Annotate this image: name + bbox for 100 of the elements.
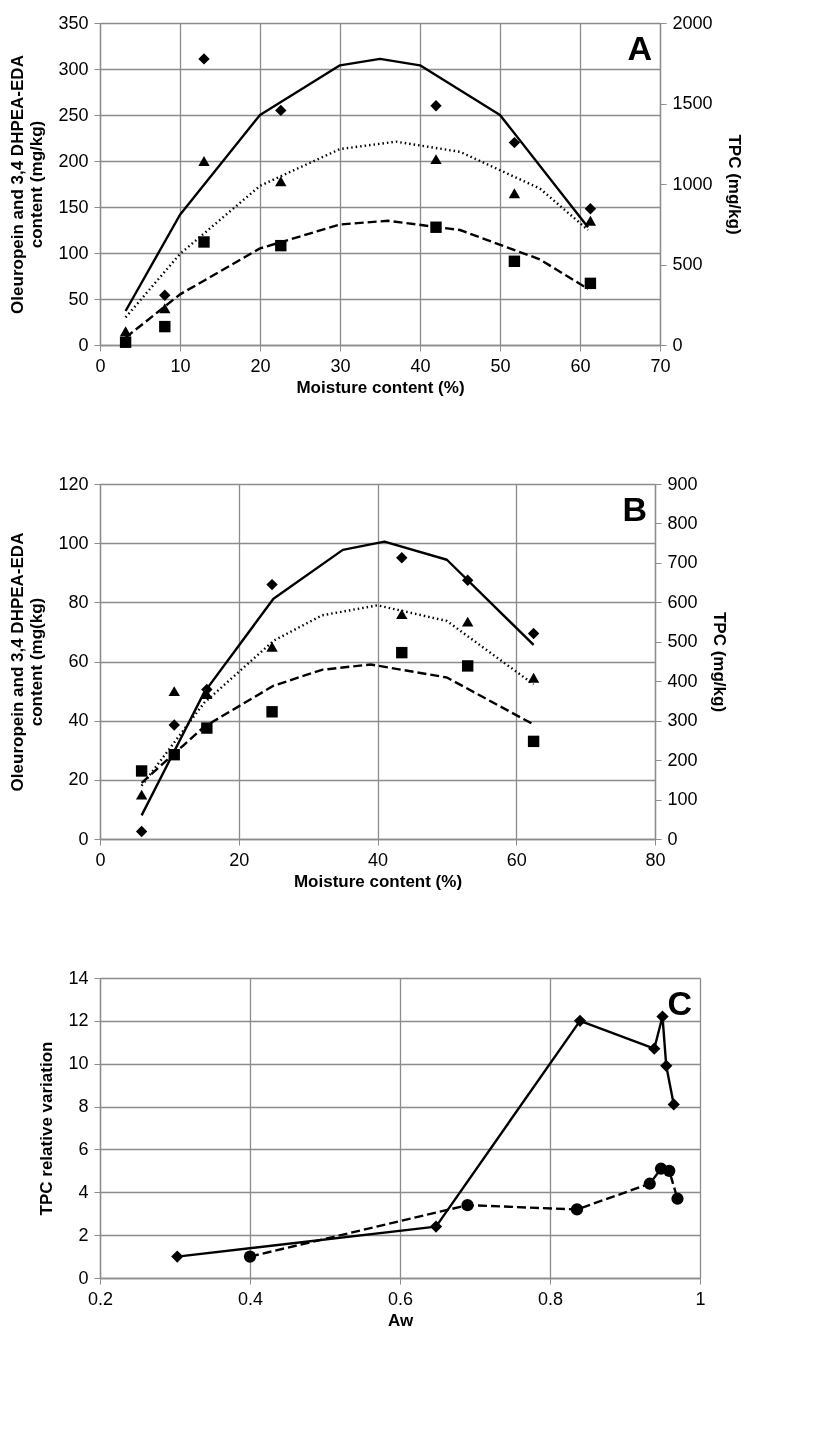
y2-tick-label: 0 xyxy=(667,828,678,849)
annotation: A xyxy=(627,29,652,67)
x-tick-label: 60 xyxy=(570,355,591,376)
y2-tick-label: 400 xyxy=(667,670,698,691)
x-tick-label: 0 xyxy=(95,849,106,870)
point xyxy=(159,289,171,301)
y2-tick-label: 500 xyxy=(672,254,703,274)
point xyxy=(168,686,180,697)
y2-tick-label: 300 xyxy=(667,710,698,731)
y-tick-label: 20 xyxy=(68,769,89,790)
point xyxy=(135,765,148,777)
point xyxy=(663,1164,676,1177)
y2-tick-label: 2000 xyxy=(672,12,713,33)
y-tick-label: 6 xyxy=(78,1138,89,1159)
point xyxy=(508,136,521,149)
x-axis-title: Moisture content (%) xyxy=(293,871,463,891)
y2-tick-label: 0 xyxy=(672,334,683,355)
y2-tick-label: 800 xyxy=(667,512,698,533)
y-tick-label: 0 xyxy=(78,1267,89,1288)
x-axis-title: Aw xyxy=(387,1310,414,1330)
y-tick-label: 60 xyxy=(68,651,89,671)
x-tick-label: 0.6 xyxy=(387,1288,414,1309)
x-tick-label: 40 xyxy=(410,355,431,376)
y2-tick-label: 900 xyxy=(667,473,698,494)
x-tick-label: 30 xyxy=(330,355,351,376)
point xyxy=(135,789,148,800)
x-tick-label: 0.2 xyxy=(87,1288,114,1309)
point xyxy=(430,100,442,112)
y-tick-label: 200 xyxy=(58,150,89,171)
annotation: B xyxy=(622,490,647,528)
y2-tick-label: 100 xyxy=(667,789,698,810)
y-tick-label: 100 xyxy=(58,532,89,553)
x-tick-label: 1 xyxy=(695,1288,706,1309)
point xyxy=(527,735,540,748)
point xyxy=(396,609,408,620)
y-axis-title: Oleuropein and 3,4 DHPEA-EDA content (mg/kg) xyxy=(8,55,47,314)
point xyxy=(461,660,474,672)
point xyxy=(275,104,287,117)
x-tick-label: 40 xyxy=(367,849,389,870)
point xyxy=(527,627,540,640)
point xyxy=(266,706,278,718)
y2-tick-label: 600 xyxy=(667,591,698,612)
point xyxy=(527,672,540,683)
point xyxy=(243,1250,257,1263)
y-tick-label: 120 xyxy=(58,473,89,494)
y-axis-title: TPC relative variation xyxy=(37,1041,57,1216)
point xyxy=(168,719,180,731)
point xyxy=(584,203,597,215)
y2-tick-label: 1500 xyxy=(672,93,713,113)
y-tick-label: 50 xyxy=(68,288,89,309)
point xyxy=(198,236,210,248)
point xyxy=(508,255,521,267)
y-tick-label: 2 xyxy=(78,1224,89,1245)
point xyxy=(660,1059,673,1072)
x-axis-title: Moisture content (%) xyxy=(296,377,465,397)
line-series xyxy=(140,540,535,817)
point xyxy=(198,53,210,65)
annotation: C xyxy=(667,984,692,1022)
point xyxy=(171,1250,184,1263)
y-tick-label: 100 xyxy=(58,242,89,263)
x-tick-label: 80 xyxy=(645,849,666,870)
point xyxy=(430,154,442,165)
x-tick-label: 0.4 xyxy=(237,1288,264,1309)
point xyxy=(198,156,210,166)
point xyxy=(508,188,521,199)
point xyxy=(461,1199,474,1212)
x-tick-label: 0.8 xyxy=(537,1288,564,1309)
y-tick-label: 80 xyxy=(68,591,89,612)
y-tick-label: 4 xyxy=(78,1181,89,1202)
point xyxy=(266,578,278,591)
point xyxy=(667,1098,680,1111)
point xyxy=(135,825,148,838)
point xyxy=(584,215,597,226)
point xyxy=(429,1220,443,1233)
y2-tick-label: 200 xyxy=(667,749,698,770)
y-tick-label: 250 xyxy=(58,104,89,125)
y-tick-label: 300 xyxy=(58,58,89,79)
y-tick-label: 0 xyxy=(78,334,89,355)
y2-axis-title: TPC (mg/kg) xyxy=(709,611,729,713)
y2-tick-label: 1000 xyxy=(672,173,713,194)
point xyxy=(573,1014,587,1027)
point xyxy=(201,722,213,734)
point xyxy=(584,277,597,290)
point xyxy=(671,1192,684,1205)
y-tick-label: 10 xyxy=(68,1053,89,1074)
point xyxy=(570,1203,584,1216)
x-tick-label: 0 xyxy=(95,355,106,376)
x-tick-label: 20 xyxy=(250,355,271,376)
x-tick-label: 50 xyxy=(490,355,511,376)
x-tick-label: 70 xyxy=(650,355,671,376)
y-tick-label: 12 xyxy=(68,1010,89,1031)
point xyxy=(643,1177,656,1190)
point xyxy=(266,641,278,652)
x-tick-label: 20 xyxy=(229,849,250,870)
x-tick-label: 10 xyxy=(170,355,191,376)
point xyxy=(119,336,132,348)
y2-tick-label: 700 xyxy=(667,552,698,573)
y-tick-label: 0 xyxy=(78,828,89,849)
point xyxy=(396,552,408,564)
y2-tick-label: 500 xyxy=(667,631,698,652)
